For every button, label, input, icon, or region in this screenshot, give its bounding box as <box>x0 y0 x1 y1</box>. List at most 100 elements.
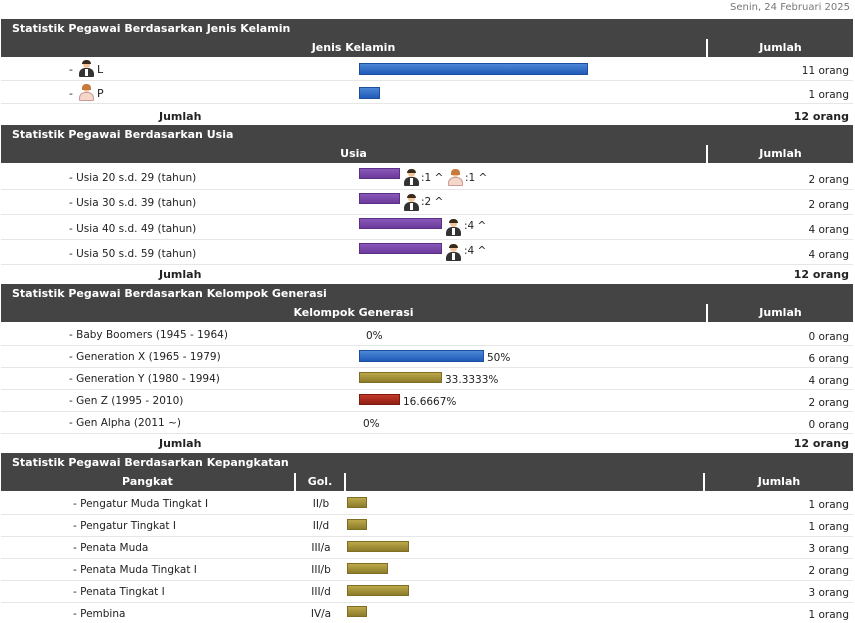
generation-count-header: Jumlah <box>708 304 853 322</box>
generation-label: - Baby Boomers (1945 - 1964) <box>69 329 228 341</box>
rank-grade: III/a <box>311 542 331 554</box>
gender-row-male: - L 11 orang <box>1 58 853 81</box>
male-count-text: :2 ^ <box>421 196 444 208</box>
rank-grade: III/d <box>311 586 331 598</box>
generation-count: 4 orang <box>808 375 849 387</box>
male-person-icon <box>404 169 419 186</box>
generation-bar <box>359 394 400 405</box>
generation-col-header: Kelompok Generasi <box>1 304 706 322</box>
generation-table-header: Kelompok Generasi Jumlah <box>1 304 853 322</box>
rank-row: - Penata Muda III/a 3 orang <box>1 537 853 559</box>
rank-label: - Penata Muda <box>73 542 149 554</box>
rank-grade: IV/a <box>310 608 332 620</box>
age-label: - Usia 50 s.d. 59 (tahun) <box>69 248 197 260</box>
male-count-text: :4 ^ <box>464 220 487 232</box>
age-table-header: Usia Jumlah <box>1 145 853 163</box>
age-label: - Usia 30 s.d. 39 (tahun) <box>69 197 197 209</box>
male-person-icon <box>446 219 461 236</box>
age-count: 4 orang <box>808 249 849 261</box>
age-bar <box>359 193 400 204</box>
rank-grade: II/b <box>312 498 330 510</box>
gender-table-header: Jenis Kelamin Jumlah <box>1 39 853 57</box>
gender-bar-male <box>359 63 588 75</box>
age-label: - Usia 40 s.d. 49 (tahun) <box>69 223 197 235</box>
rank-label: - Pembina <box>73 608 126 620</box>
rank-row: - Pengatur Muda Tingkat I II/b 1 orang <box>1 493 853 515</box>
rank-label: - Penata Muda Tingkat I <box>73 564 197 576</box>
total-count: 12 orang <box>793 437 849 450</box>
generation-row: - Gen Z (1995 - 2010) 16.6667% 2 orang <box>1 390 853 412</box>
gender-count: 11 orang <box>801 65 849 77</box>
total-count: 12 orang <box>793 110 849 123</box>
row-prefix: - <box>69 63 73 76</box>
rank-count: 1 orang <box>808 521 849 533</box>
female-count-text: :1 ^ <box>465 172 488 184</box>
age-bar <box>359 243 442 254</box>
current-date: Senin, 24 Februari 2025 <box>729 2 850 13</box>
rank-label: - Pengatur Muda Tingkat I <box>73 498 209 510</box>
female-person-icon <box>448 169 463 186</box>
age-total-row: Jumlah 12 orang <box>1 264 853 284</box>
age-row: - Usia 50 s.d. 59 (tahun) :4 ^ 4 orang <box>1 240 853 265</box>
generation-percent: 16.6667% <box>403 396 457 408</box>
male-person-icon <box>404 194 419 211</box>
rank-bar <box>347 563 388 574</box>
rank-row: - Pembina IV/a 1 orang <box>1 603 853 623</box>
age-count-header: Jumlah <box>708 145 853 163</box>
rank-count: 3 orang <box>808 587 849 599</box>
rank-count: 1 orang <box>808 609 849 621</box>
rank-bar <box>347 497 367 508</box>
generation-label: - Generation Y (1980 - 1994) <box>69 373 220 385</box>
grade-col-header: Gol. <box>296 473 344 491</box>
rank-bar <box>347 585 409 596</box>
gender-section-title: Statistik Pegawai Berdasarkan Jenis Kela… <box>1 19 853 39</box>
rank-bar <box>347 606 367 617</box>
rank-label: - Penata Tingkat I <box>73 586 165 598</box>
age-row: - Usia 40 s.d. 49 (tahun) :4 ^ 4 orang <box>1 215 853 240</box>
generation-row: - Gen Alpha (2011 ~) 0% 0 orang <box>1 412 853 434</box>
generation-count: 0 orang <box>808 331 849 343</box>
gender-row-female: - P 1 orang <box>1 81 853 104</box>
generation-label: - Gen Alpha (2011 ~) <box>69 417 181 429</box>
generation-section-title: Statistik Pegawai Berdasarkan Kelompok G… <box>1 284 853 304</box>
generation-count: 2 orang <box>808 397 849 409</box>
male-count-text: :4 ^ <box>464 245 487 257</box>
rank-row: - Penata Tingkat I III/d 3 orang <box>1 581 853 603</box>
generation-label: - Gen Z (1995 - 2010) <box>69 395 184 407</box>
age-section-title: Statistik Pegawai Berdasarkan Usia <box>1 125 853 145</box>
age-count: 2 orang <box>808 199 849 211</box>
gender-col-header: Jenis Kelamin <box>1 39 706 57</box>
rank-row: - Pengatur Tingkat I II/d 1 orang <box>1 515 853 537</box>
rank-bar <box>347 541 409 552</box>
age-count: 4 orang <box>808 224 849 236</box>
generation-percent: 0% <box>363 418 380 430</box>
rank-row: - Penata Muda Tingkat I III/b 2 orang <box>1 559 853 581</box>
male-person-icon <box>79 60 94 77</box>
age-col-header: Usia <box>1 145 706 163</box>
total-count: 12 orang <box>793 268 849 281</box>
generation-row: - Baby Boomers (1945 - 1964) 0% 0 orang <box>1 324 853 346</box>
male-person-icon <box>446 244 461 261</box>
age-row: - Usia 20 s.d. 29 (tahun) :1 ^ :1 ^ 2 or… <box>1 165 853 190</box>
rank-grade: II/d <box>312 520 330 532</box>
rank-count: 2 orang <box>808 565 849 577</box>
gender-total-row: Jumlah 12 orang <box>1 106 853 126</box>
generation-row: - Generation X (1965 - 1979) 50% 6 orang <box>1 346 853 368</box>
generation-percent: 33.3333% <box>445 374 499 386</box>
total-label: Jumlah <box>159 437 202 450</box>
rank-count: 3 orang <box>808 543 849 555</box>
generation-count: 0 orang <box>808 419 849 431</box>
rank-count: 1 orang <box>808 499 849 511</box>
gender-count: 1 orang <box>808 89 849 101</box>
male-count-text: :1 ^ <box>421 172 444 184</box>
female-person-icon <box>79 84 94 101</box>
gender-count-header: Jumlah <box>708 39 853 57</box>
row-prefix: - <box>69 87 73 100</box>
gender-bar-female <box>359 87 380 99</box>
generation-total-row: Jumlah 12 orang <box>1 433 853 453</box>
rank-col-header: Pangkat <box>1 473 294 491</box>
age-label: - Usia 20 s.d. 29 (tahun) <box>69 172 197 184</box>
rank-bar-col-header <box>346 473 703 491</box>
rank-label: - Pengatur Tingkat I <box>73 520 176 532</box>
age-bar <box>359 168 400 179</box>
